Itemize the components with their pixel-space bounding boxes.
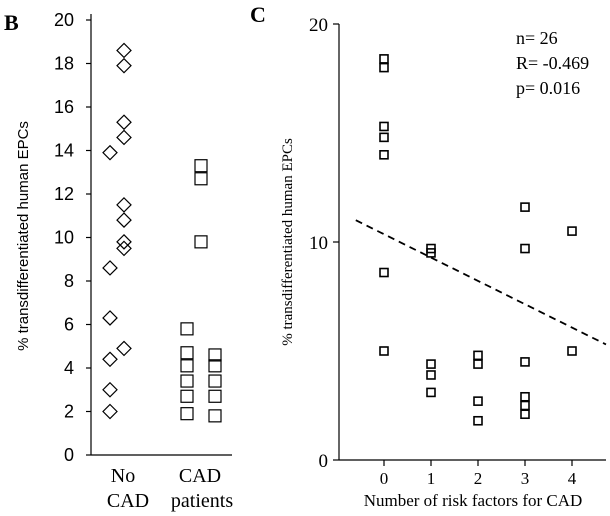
panel-b-cad-point-6 (180, 359, 194, 373)
panel-c-point-1 (379, 62, 389, 73)
panel-c-point-20 (520, 400, 530, 411)
panel-c: C 0 10 20 0 1 2 3 4 % transdifferentiated huma… (250, 2, 607, 510)
panel-c-point-3 (379, 132, 389, 143)
panel-c-point-21 (520, 409, 530, 420)
panel-b-no-cad-point-11 (116, 340, 132, 357)
panel-c-x-tick-label-3: 3 (521, 469, 530, 488)
panel-c-point-23 (567, 346, 577, 356)
panel-b-no-cad-point-4 (102, 144, 118, 161)
panel-b-y-tick-label-0: 0 (64, 445, 74, 465)
panel-b-y-axis-label: % transdifferentiated human EPCs (15, 121, 32, 351)
panel-b-cad-point-5 (208, 348, 222, 362)
panel-b-y-tick-label-6: 12 (54, 184, 74, 204)
panel-c-point-2 (379, 121, 389, 132)
panel-c-x-axis-label: Number of risk factors for CAD (364, 491, 583, 510)
panel-c-y-tick-label-1: 10 (309, 233, 328, 254)
panel-b-cad-point-3 (180, 322, 194, 336)
panel-b-cad-point-7 (208, 359, 222, 373)
panel-b-no-cad-point-3 (116, 129, 132, 146)
panel-b-y-tick-label-4: 8 (64, 271, 74, 291)
panel-b-no-cad-point-8 (116, 240, 132, 257)
panel-c-stat-r: R= -0.469 (516, 53, 589, 73)
panel-b-cad-point-9 (208, 374, 222, 388)
panel-c-point-4 (379, 150, 389, 160)
panel-b-y-tick-label-2: 4 (64, 358, 74, 378)
panel-b-no-cad-point-14 (102, 403, 118, 420)
panel-c-stat-p: p= 0.016 (516, 78, 580, 98)
panel-c-x-tick-label-4: 4 (568, 469, 577, 488)
panel-b-category-1-line2: patients (171, 490, 233, 512)
panel-c-point-10 (426, 370, 436, 380)
panel-b-category-0-line1: No (111, 465, 135, 487)
panel-c-x-tick-label-0: 0 (380, 469, 389, 488)
panel-b-cad-point-4 (180, 346, 194, 360)
panel-c-point-22 (567, 226, 577, 236)
panel-b: B 0 2 4 6 8 10 12 14 16 18 20 % transdifferentiate… (4, 10, 233, 512)
panel-c-point-15 (473, 415, 483, 426)
panel-b-no-cad-point-7 (116, 234, 132, 250)
panel-b-cad-point-2 (194, 235, 208, 249)
panel-b-category-0-line2: CAD (107, 490, 149, 512)
panel-c-x-tick-label-1: 1 (427, 469, 436, 488)
panel-b-cad-point-8 (180, 374, 194, 388)
panel-b-y-tick-label-9: 18 (54, 54, 74, 74)
panel-c-point-13 (473, 359, 483, 369)
panel-b-y-tick-label-10: 20 (54, 10, 74, 30)
panel-b-cad-point-0 (194, 159, 208, 173)
panel-c-point-11 (426, 387, 436, 398)
panel-c-point-12 (473, 350, 483, 361)
panel-b-cad-point-12 (180, 407, 194, 421)
panel-b-no-cad-point-10 (102, 310, 118, 326)
panel-b-cad-point-13 (208, 409, 222, 423)
panel-c-point-14 (473, 396, 483, 406)
panel-b-no-cad-point-12 (102, 351, 118, 368)
panel-b-no-cad-point-5 (116, 197, 132, 213)
panel-b-y-tick-label-1: 2 (64, 402, 74, 422)
panel-b-y-tick-label-5: 10 (54, 228, 74, 248)
panel-b-cad-point-10 (180, 389, 194, 403)
panel-b-y-tick-label-3: 6 (64, 315, 74, 335)
panel-b-no-cad-point-9 (102, 260, 118, 276)
panel-b-category-1-line1: CAD (179, 465, 221, 487)
panel-c-point-9 (426, 359, 436, 369)
panel-b-y-tick-label-7: 14 (54, 141, 74, 161)
panel-c-point-0 (379, 54, 389, 64)
panel-b-cad-point-1 (194, 172, 208, 186)
panel-c-point-6 (379, 346, 389, 356)
panel-b-no-cad-point-6 (116, 212, 132, 228)
panel-c-point-16 (520, 202, 530, 212)
panel-c-y-tick-label-0: 0 (319, 451, 329, 472)
panel-c-point-19 (520, 391, 530, 402)
panel-c-point-17 (520, 243, 530, 254)
panel-c-stat-n: n= 26 (516, 28, 558, 48)
panel-b-no-cad-point-1 (116, 57, 132, 74)
panel-b-no-cad-point-0 (116, 42, 132, 59)
panel-c-point-8 (426, 248, 436, 258)
panel-c-point-18 (520, 357, 530, 367)
panel-c-y-axis-label: % transdifferentiated human EPCs (280, 138, 296, 346)
panel-b-no-cad-point-2 (116, 114, 132, 131)
panel-b-y-tick-label-8: 16 (54, 97, 74, 117)
panel-c-point-5 (379, 267, 389, 278)
panel-b-no-cad-point-13 (102, 381, 118, 398)
panel-b-cad-point-11 (208, 389, 222, 403)
panel-b-label: B (4, 10, 19, 35)
panel-c-label: C (250, 2, 266, 27)
panel-c-y-tick-label-2: 20 (309, 15, 328, 36)
panel-c-regression-line (355, 219, 607, 346)
panel-c-x-tick-label-2: 2 (474, 469, 483, 488)
